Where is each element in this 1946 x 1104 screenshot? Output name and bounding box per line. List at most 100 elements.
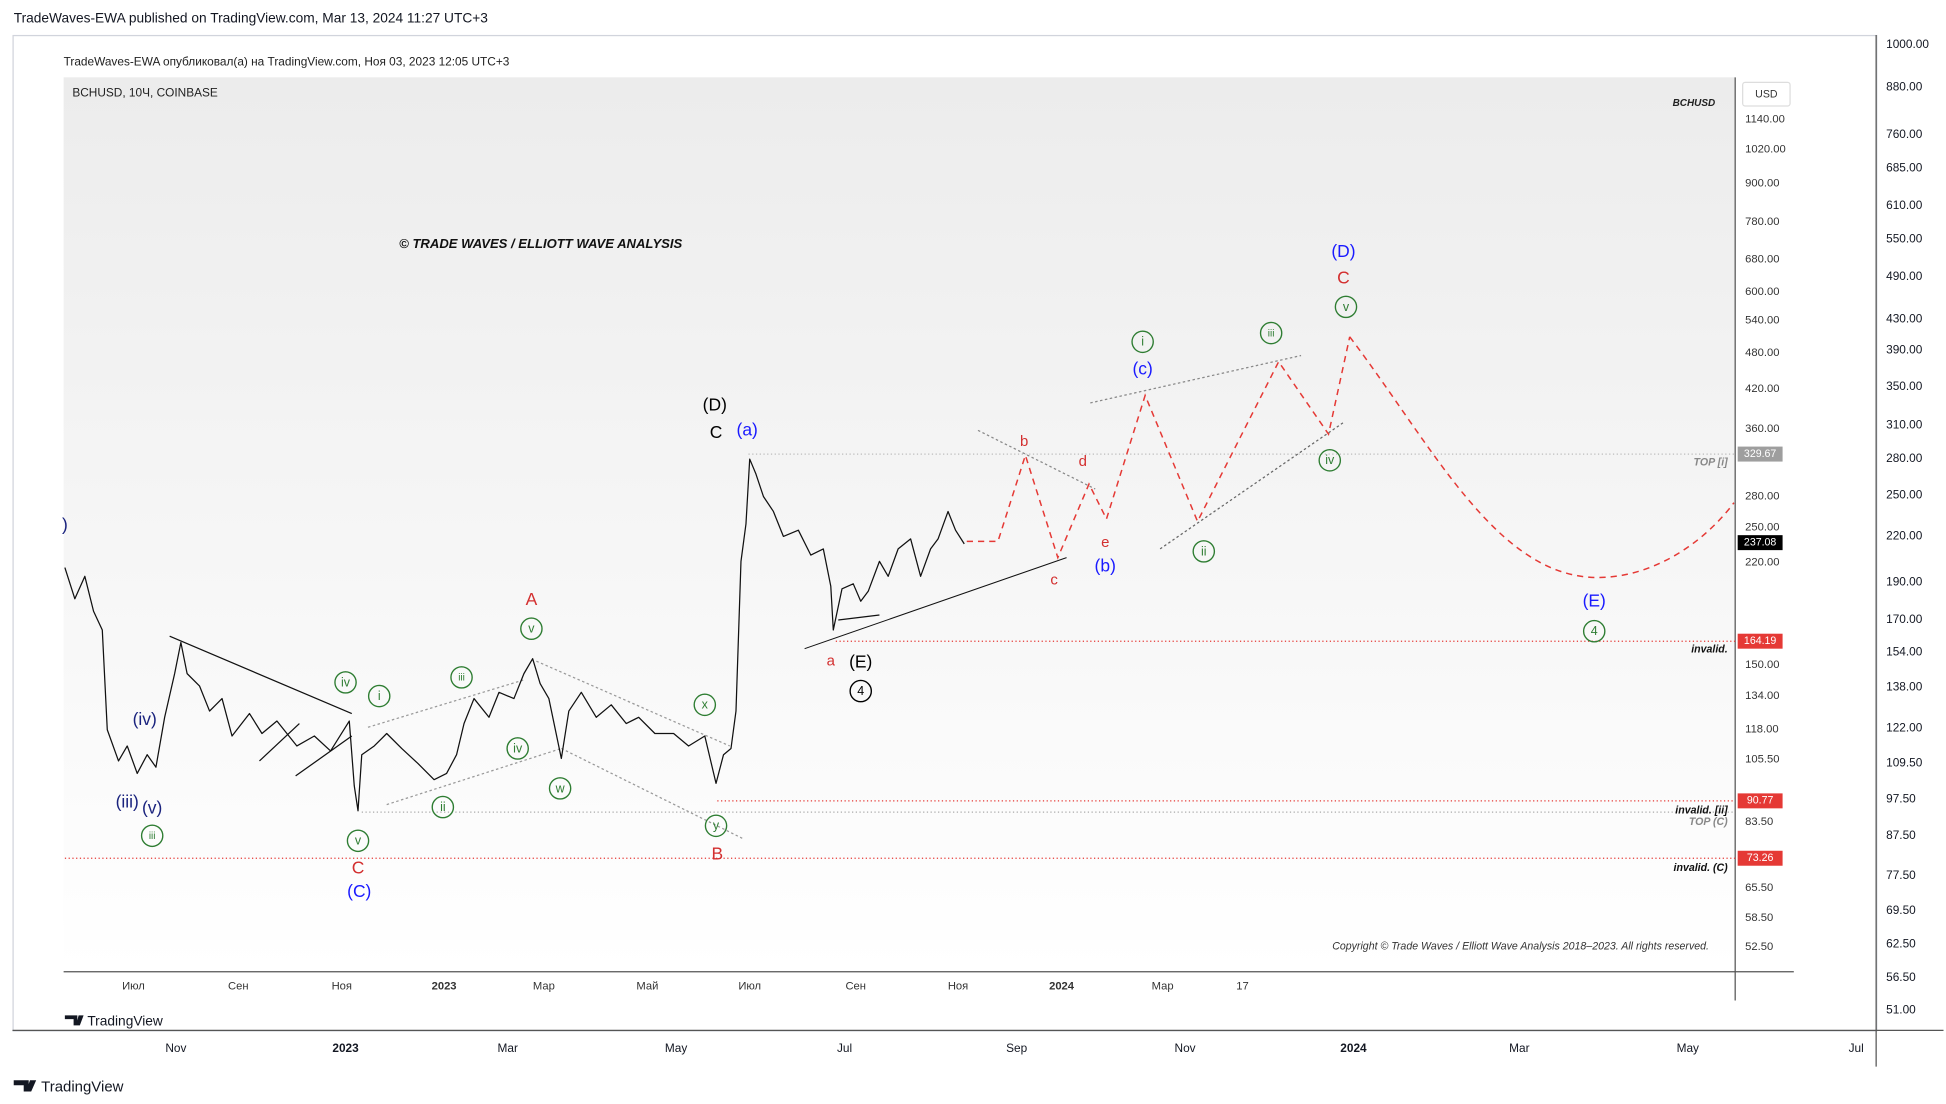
wave-label: ii <box>1201 544 1207 558</box>
wave-label: v <box>1343 300 1350 314</box>
level-label: TOP [i] <box>1694 457 1729 469</box>
outer-y-label: 1000.00 <box>1886 37 1929 51</box>
wave-label: c <box>1050 572 1058 589</box>
wave-circle <box>849 679 873 703</box>
inner-y-label: 65.50 <box>1745 882 1773 894</box>
inner-publisher: TradeWaves-EWA опубликовал(а) на Trading… <box>64 55 510 69</box>
outer-x-label: 2024 <box>1340 1041 1367 1055</box>
outer-y-label: 97.50 <box>1886 792 1916 806</box>
wave-circle <box>693 693 717 717</box>
inner-x-label: Сен <box>228 981 249 993</box>
wave-label: C <box>352 857 365 877</box>
inner-x-label: 2024 <box>1049 981 1075 993</box>
wave-label: (c) <box>1132 358 1152 378</box>
trendline <box>536 660 731 747</box>
wave-label: e <box>1101 534 1109 551</box>
inner-y-label: 118.00 <box>1745 724 1778 736</box>
wave-label: (C) <box>347 881 371 901</box>
projection-path <box>966 336 1351 560</box>
outer-x-label: Jul <box>837 1041 852 1055</box>
outer-x-label: Mar <box>1509 1041 1529 1055</box>
inner-x-label: Ноя <box>948 981 968 993</box>
trendline <box>367 679 525 728</box>
wave-circle <box>520 617 543 641</box>
wave-label: a <box>827 653 836 670</box>
level-label: invalid. <box>1691 644 1728 656</box>
inner-y-label: 280.00 <box>1745 490 1779 502</box>
wave-circle <box>1131 330 1154 354</box>
outer-y-label: 880.00 <box>1886 79 1923 93</box>
trendline <box>169 635 353 715</box>
projection-curve <box>1349 336 1735 579</box>
inner-y-label: 480.00 <box>1745 347 1779 359</box>
inner-x-label: Июл <box>738 981 761 993</box>
outer-y-label: 685.00 <box>1886 161 1923 175</box>
inner-y-label: 220.00 <box>1745 557 1779 569</box>
wave-label: C <box>710 422 723 442</box>
inner-y-label: 540.00 <box>1745 315 1779 327</box>
price-tag <box>1737 446 1783 462</box>
level-label: TOP (C) <box>1689 816 1728 828</box>
wave-label: iii <box>1268 328 1275 339</box>
outer-y-label: 87.50 <box>1886 828 1916 842</box>
inner-y-label: 600.00 <box>1745 286 1779 298</box>
wave-label: b <box>1020 433 1028 450</box>
outer-y-label: 220.00 <box>1886 529 1923 543</box>
inner-y-label: 134.00 <box>1745 690 1779 702</box>
outer-y-label: 56.50 <box>1886 970 1916 984</box>
outer-y-label: 430.00 <box>1886 311 1923 325</box>
outer-x-label: Mar <box>498 1041 518 1055</box>
wave-circle <box>506 737 529 760</box>
inner-x-label: Ноя <box>332 981 352 993</box>
price-tag-label: 164.19 <box>1744 635 1777 647</box>
wave-circle <box>1334 295 1358 319</box>
trendlines <box>169 354 1346 839</box>
outer-y-label: 62.50 <box>1886 936 1916 950</box>
price-tag <box>1737 633 1783 649</box>
outer-y-label: 190.00 <box>1886 575 1923 589</box>
wave-label: w <box>555 781 566 795</box>
outer-y-label: 170.00 <box>1886 612 1923 626</box>
wave-circle <box>450 666 473 689</box>
trendline <box>1090 354 1302 404</box>
trendline <box>1159 421 1346 550</box>
inner-y-label: 360.00 <box>1745 423 1779 435</box>
price-tag-label: 73.26 <box>1747 852 1774 864</box>
outer-x-label: May <box>665 1041 687 1055</box>
outer-x-label: Nov <box>1175 1041 1196 1055</box>
inner-y-label: 780.00 <box>1745 216 1779 228</box>
wave-label: (E) <box>849 652 872 672</box>
inner-y-label: 1140.00 <box>1745 114 1785 126</box>
wave-label: C <box>1337 267 1350 287</box>
price-path <box>64 458 965 812</box>
inner-x-label: Мар <box>533 981 555 993</box>
wave-label: iii <box>149 831 156 842</box>
price-tag <box>1737 535 1783 551</box>
inner-x-label: 17 <box>1236 981 1248 993</box>
wave-label: (b) <box>1095 556 1116 576</box>
wave-label: iv <box>1325 453 1335 467</box>
wave-label: (v) <box>142 798 162 818</box>
wave-circle <box>1192 540 1216 563</box>
wave-label: i <box>1141 335 1144 349</box>
trendline <box>259 723 300 762</box>
outer-y-label: 550.00 <box>1886 232 1923 246</box>
currency-box <box>1742 81 1791 107</box>
price-tag <box>1737 793 1783 809</box>
outer-y-label: 69.50 <box>1886 903 1916 917</box>
outer-y-label: 390.00 <box>1886 343 1923 357</box>
wave-circle <box>431 795 455 819</box>
currency: USD <box>1755 89 1778 101</box>
wave-label: B <box>711 844 723 864</box>
outer-x-label: Nov <box>165 1041 186 1055</box>
wave-label: iv <box>513 741 523 755</box>
inner-x-label: 2023 <box>432 981 457 993</box>
trendline <box>838 614 880 621</box>
price-tag <box>1737 850 1783 866</box>
outer-x-label: Sep <box>1006 1041 1027 1055</box>
inner-x-label: Май <box>636 981 658 993</box>
wave-label: (D) <box>1331 241 1355 261</box>
inner-y-label: 680.00 <box>1745 253 1779 265</box>
inner-y-label: 250.00 <box>1745 522 1779 534</box>
outer-x-label: Jul <box>1849 1041 1864 1055</box>
